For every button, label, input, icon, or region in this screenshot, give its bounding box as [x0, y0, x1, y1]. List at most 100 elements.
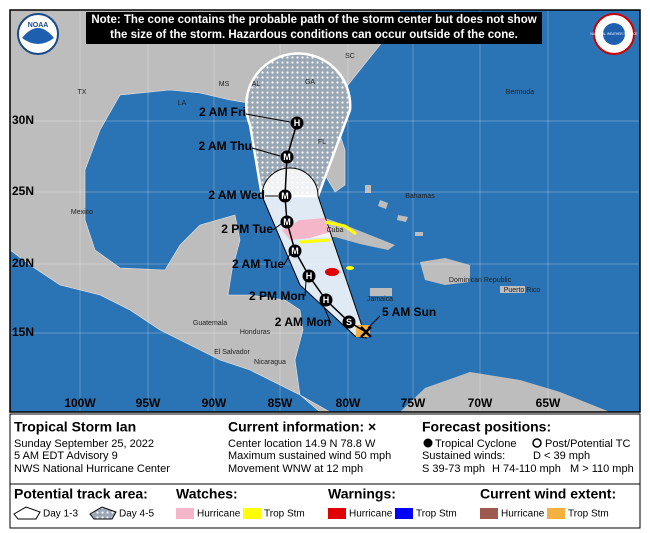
- post-tc-label: Post/Potential TC: [545, 438, 630, 450]
- legend-heading: Current wind extent:: [480, 486, 616, 502]
- wind-class: D < 39 mph: [533, 450, 590, 462]
- place-label: Jamaica: [367, 296, 393, 303]
- place-label: TX: [78, 89, 87, 96]
- nws-text: NATIONAL WEATHER SERVICE: [591, 32, 638, 36]
- lon-label: 65W: [536, 396, 561, 410]
- track-labels: 2 AM Fri 2 AM Thu 2 AM Wed 2 PM Tue 2 AM Tue…: [198, 105, 436, 329]
- track-marker-letter: H: [294, 118, 301, 128]
- legend-label: Trop Stm: [264, 509, 305, 520]
- legend-label: Day 1-3: [43, 509, 78, 520]
- legend-label: Trop Stm: [416, 509, 457, 520]
- tropical-storm-warning: [346, 266, 354, 270]
- track-label: 2 PM Tue: [221, 222, 273, 236]
- jamaica: [370, 288, 392, 296]
- tc-icon: [423, 438, 433, 448]
- track-marker: [290, 116, 304, 130]
- place-label: FL: [318, 139, 326, 146]
- track-marker: [278, 189, 292, 203]
- note-line: Note: The cone contains the probable pat…: [91, 14, 536, 26]
- lon-label: 95W: [136, 396, 161, 410]
- track-label: 2 AM Thu: [198, 139, 252, 153]
- track-label: 2 PM Mon: [249, 289, 305, 303]
- current-position: [360, 326, 372, 338]
- lon-label: 85W: [268, 396, 293, 410]
- cone-day-1-3: [261, 167, 367, 339]
- lat-label: 25N: [12, 184, 34, 198]
- swatch: [480, 508, 498, 519]
- lon-label: 70W: [468, 396, 493, 410]
- place-label: Cuba: [327, 227, 344, 234]
- lat-label: 20N: [12, 256, 34, 270]
- place-label: Puerto Rico: [504, 287, 541, 294]
- place-label: MS: [219, 81, 230, 88]
- place-label: Honduras: [240, 329, 271, 336]
- graticule: [10, 10, 640, 412]
- swatch: [176, 508, 194, 519]
- hurricane-watch: [282, 218, 330, 240]
- hurricane-warning: [325, 268, 339, 276]
- day45-icon: [89, 506, 117, 520]
- swatch: [547, 508, 565, 519]
- swatch: [328, 508, 346, 519]
- winds-heading: Sustained winds:: [422, 450, 505, 462]
- current-line: Maximum sustained wind 50 mph: [228, 450, 391, 462]
- leader-lines: [245, 113, 381, 329]
- note-box: [86, 12, 542, 44]
- noaa-logo-wave: [22, 28, 54, 44]
- grid-labels: 30N 25N 20N 15N 100W 95W 90W 85W 80W 75W 70W 65W: [12, 113, 561, 410]
- track-markers: H M M M M H H S: [278, 116, 356, 329]
- wind-class: S 39-73 mph: [422, 463, 485, 475]
- place-label: Dominican Republic: [449, 277, 512, 284]
- map: H M M M M H H S 2 AM Fri 2 AM Thu 2 AM Wed 2 PM Tu…: [10, 10, 640, 412]
- place-label: El Salvador: [214, 349, 250, 356]
- wind-class: H 74-110 mph: [492, 463, 561, 475]
- info-panel: [9, 413, 641, 529]
- track-marker: [342, 315, 356, 329]
- current-line: Movement WNW at 12 mph: [228, 463, 363, 475]
- note-line: the size of the storm. Hazardous conditi…: [110, 29, 518, 41]
- map-frame: [9, 9, 641, 413]
- nws-logo-center: [603, 23, 625, 45]
- place-label: AL: [252, 81, 261, 88]
- place-label: SC: [345, 53, 355, 60]
- track-marker: [280, 150, 294, 164]
- tc-label: Tropical Cyclone: [435, 438, 517, 450]
- lon-label: 100W: [64, 396, 96, 410]
- track-label: 2 AM Wed: [208, 188, 265, 202]
- lat-label: 30N: [12, 113, 34, 127]
- track-marker-letter: M: [283, 217, 291, 227]
- lon-label: 90W: [202, 396, 227, 410]
- post-tc-icon: [532, 438, 542, 448]
- track-marker: [280, 215, 294, 229]
- hispaniola: [420, 258, 470, 285]
- bahamas: [365, 185, 423, 236]
- legend-heading: Watches:: [176, 486, 238, 502]
- noaa-text: NOAA: [28, 22, 49, 29]
- track-marker: [288, 244, 302, 258]
- lon-label: 75W: [401, 396, 426, 410]
- track-label: 2 AM Fri: [199, 105, 246, 119]
- legend-label: Trop Stm: [568, 509, 609, 520]
- swatch: [243, 508, 261, 519]
- track-label: 2 AM Tue: [232, 257, 284, 271]
- wind-class: M > 110 mph: [570, 463, 634, 475]
- puerto-rico: [500, 286, 525, 293]
- place-label: Nicaragua: [254, 359, 286, 366]
- track-marker-letter: S: [346, 317, 352, 327]
- lat-label: 15N: [12, 325, 34, 339]
- legend-label: Day 4-5: [119, 509, 154, 520]
- forecast-heading: Forecast positions:: [422, 419, 551, 435]
- place-label: GA: [305, 79, 315, 86]
- info-line: Sunday September 25, 2022: [14, 438, 154, 450]
- tropical-storm-watch: [299, 220, 357, 244]
- place-label: Bahamas: [405, 193, 435, 200]
- track-marker-letter: M: [283, 152, 291, 162]
- day13-icon: [13, 506, 41, 520]
- place-label: Bermuda: [506, 89, 535, 96]
- legend-label: Hurricane: [349, 509, 393, 520]
- track-marker: [319, 293, 333, 307]
- track-marker-letter: M: [291, 246, 299, 256]
- land: [400, 372, 610, 412]
